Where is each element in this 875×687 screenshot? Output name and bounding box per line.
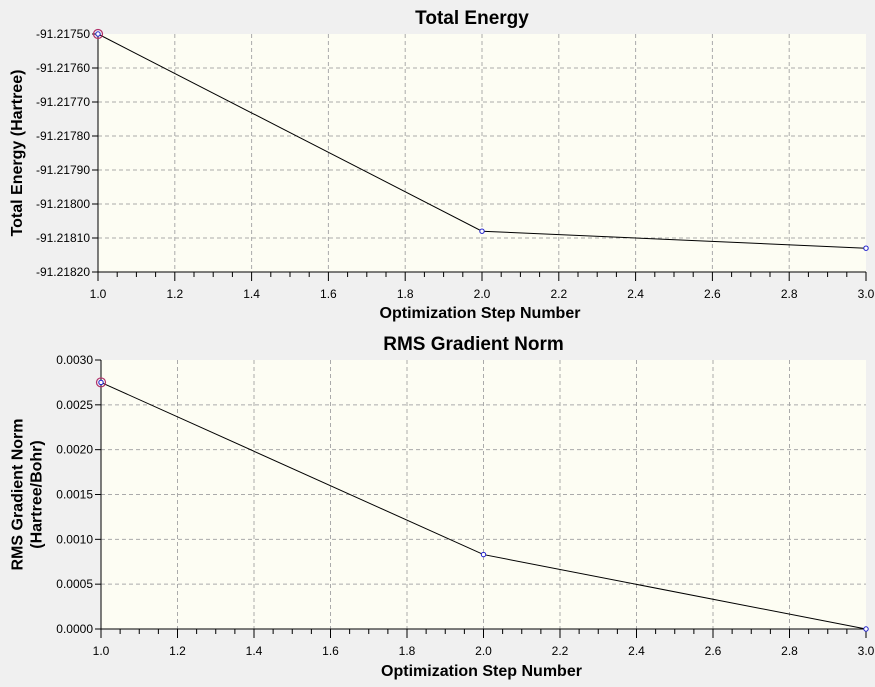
rms-gradient-x-tick-label: 1.2 [169, 644, 186, 658]
total-energy-y-tick-label: -91.21770 [36, 95, 90, 109]
total-energy-x-tick-label: 2.8 [781, 287, 798, 301]
total-energy-title: Total Energy [415, 8, 529, 29]
rms-gradient-x-tick-label: 2.6 [705, 644, 722, 658]
rms-gradient-x-tick-label: 1.8 [399, 644, 416, 658]
rms-gradient-x-tick-label: 2.4 [628, 644, 645, 658]
rms-gradient-x-tick-label: 3.0 [858, 644, 875, 658]
rms-gradient-x-tick-label: 2.8 [781, 644, 798, 658]
total-energy-y-tick-label: -91.21760 [36, 61, 90, 75]
total-energy-x-tick-label: 1.2 [166, 287, 183, 301]
total-energy-x-tick-label: 2.2 [550, 287, 567, 301]
rms-gradient-chart: 1.0 1.2 1.4 1.6 1.8 2.0 2.2 2.4 2.6 2.8 3.0 0.0030 0… [10, 334, 875, 680]
total-energy-y-tick-label: -91.21800 [36, 197, 90, 211]
total-energy-y-tick-label: -91.21780 [36, 129, 90, 143]
rms-gradient-y-tick-label: 0.0005 [56, 577, 93, 591]
rms-gradient-y-tick-label: 0.0015 [56, 488, 93, 502]
total-energy-y-tick-label: -91.21790 [36, 163, 90, 177]
total-energy-y-tick-label: -91.21820 [36, 265, 90, 279]
rms-gradient-x-tick-label: 1.0 [93, 644, 110, 658]
rms-gradient-y-axis-label: RMS Gradient Norm [10, 418, 27, 570]
total-energy-y-tick-label: -91.21810 [36, 231, 90, 245]
total-energy-data-point [479, 228, 485, 234]
rms-gradient-y-tick-label: 0.0025 [56, 398, 93, 412]
rms-gradient-y-tick-label: 0.0000 [56, 622, 93, 636]
rms-gradient-data-point [98, 379, 104, 386]
total-energy-x-axis-label: Optimization Step Number [380, 305, 581, 322]
total-energy-point-highlight [92, 28, 104, 40]
rms-gradient-x-tick-label: 1.6 [322, 644, 339, 658]
total-energy-x-tick-label: 2.0 [474, 287, 491, 301]
rms-gradient-title: RMS Gradient Norm [383, 334, 564, 355]
total-energy-x-tick-label: 2.4 [627, 287, 644, 301]
total-energy-y-axis-label: Total Energy (Hartree) [9, 70, 26, 237]
total-energy-y-tick-label: -91.21750 [36, 27, 90, 41]
rms-gradient-y-tick-label: 0.0010 [56, 532, 93, 546]
total-energy-data-point [863, 245, 869, 251]
rms-gradient-x-tick-label: 2.2 [552, 644, 569, 658]
rms-gradient-data-point [480, 551, 487, 558]
rms-gradient-point-highlight [95, 377, 107, 388]
total-energy-x-tick-label: 1.0 [90, 287, 107, 301]
total-energy-data-point [95, 31, 101, 37]
total-energy-x-tick-label: 3.0 [858, 287, 875, 301]
rms-gradient-x-axis-label: Optimization Step Number [381, 663, 582, 680]
total-energy-x-tick-label: 2.6 [704, 287, 721, 301]
total-energy-x-tick-label: 1.6 [320, 287, 337, 301]
rms-gradient-x-tick-label: 2.0 [475, 644, 492, 658]
rms-gradient-y-tick-label: 0.0020 [56, 443, 93, 457]
rms-gradient-x-tick-label: 1.4 [246, 644, 263, 658]
rms-gradient-y-tick-label: 0.0030 [56, 353, 93, 367]
total-energy-x-tick-label: 1.8 [397, 287, 414, 301]
rms-gradient-y-axis-label: (Hartree/Bohr) [29, 440, 46, 548]
rms-gradient-data-point [863, 626, 869, 632]
total-energy-x-tick-label: 1.4 [243, 287, 260, 301]
total-energy-chart: 1.0 1.2 1.4 1.6 1.8 2.0 2.2 2.4 2.6 2.8 3.0 -91.217… [9, 8, 875, 322]
